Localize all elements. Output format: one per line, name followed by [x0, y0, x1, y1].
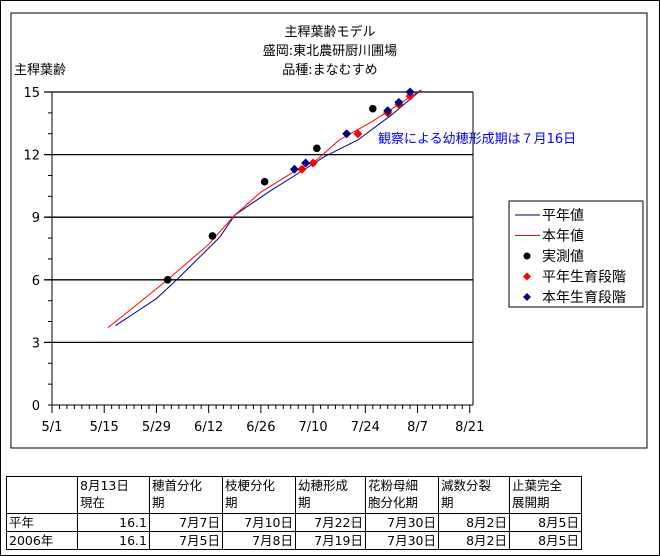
- header-line: 花粉母細: [368, 478, 419, 493]
- x-tick-label: 6/26: [246, 420, 275, 435]
- x-tick-label: 7/24: [351, 420, 380, 435]
- column-header: [6, 476, 78, 514]
- measured-point: [208, 232, 217, 240]
- table-cell: 7月8日: [222, 531, 296, 550]
- table-cell: 8月5日: [509, 531, 582, 550]
- legend-diamond-swatch: [523, 293, 531, 301]
- header-line: 期: [298, 495, 311, 510]
- stage-point: [353, 129, 363, 139]
- y-tick-label: 0: [32, 399, 40, 414]
- row-label: 平年: [6, 513, 78, 532]
- header-line: 期: [152, 495, 165, 510]
- column-header: 花粉母細 胞分化期: [365, 476, 439, 514]
- table-row: 平年 16.1 7月7日 7月10日 7月22日 7月30日 8月2日 8月5日: [6, 513, 582, 532]
- header-line: 期: [225, 495, 238, 510]
- table-cell: 7月30日: [365, 531, 439, 550]
- chart-title-1: 主稈葉齢モデル: [284, 24, 375, 40]
- table-cell: 7月7日: [149, 513, 223, 532]
- stage-point: [342, 129, 352, 139]
- header-line: 胞分化期: [368, 495, 419, 510]
- table-cell: 7月22日: [295, 513, 366, 532]
- table-cell: 7月5日: [149, 531, 223, 550]
- x-tick-label: 6/12: [194, 420, 223, 435]
- header-line: 枝梗分化: [225, 478, 276, 493]
- header-line: 減数分裂: [441, 478, 492, 493]
- growth-stage-table: 8月13日 現在 穂首分化期枝梗分化期幼穂形成期花粉母細 胞分化期 減数分裂期止葉完全展…: [6, 476, 582, 550]
- table-cell: 16.1: [77, 531, 150, 550]
- x-tick-label: 5/1: [42, 420, 63, 435]
- table-row: 2006年 16.1 7月5日 7月8日 7月19日 7月30日 8月2日 8月5日: [6, 531, 582, 550]
- table-cell: 8月5日: [509, 513, 582, 532]
- y-tick-label: 12: [23, 149, 40, 164]
- legend-label: 実測値: [542, 249, 584, 265]
- x-tick-label: 8/7: [407, 420, 428, 435]
- stage-point: [289, 164, 299, 174]
- y-tick-label: 6: [32, 274, 40, 289]
- header-line: 8月13日: [80, 478, 129, 493]
- header-line: 現在: [80, 495, 106, 510]
- legend-diamond-swatch: [523, 272, 531, 281]
- y-tick-label: 3: [32, 336, 40, 351]
- header-line: 穂首分化: [152, 478, 203, 493]
- stage-point: [394, 97, 404, 107]
- column-header: 8月13日現在: [77, 476, 150, 514]
- chart-title-3: 品種:まなむすめ: [282, 62, 377, 78]
- table-cell: 7月19日: [295, 531, 366, 550]
- header-line: 期: [441, 495, 454, 510]
- table-cell: 8月2日: [438, 531, 510, 550]
- legend-circle-swatch: [523, 252, 531, 260]
- legend-box: [508, 200, 644, 308]
- measured-point: [313, 144, 321, 153]
- table-cell: 7月10日: [222, 513, 296, 532]
- x-tick-label: 5/15: [90, 420, 119, 435]
- column-header: 穂首分化期: [149, 476, 223, 514]
- x-tick-label: 8/21: [455, 420, 484, 435]
- stage-point: [308, 158, 318, 168]
- measured-point: [260, 177, 269, 186]
- column-header: 枝梗分化期: [222, 476, 296, 514]
- chart-frame: [10, 12, 648, 449]
- x-tick-label: 7/10: [298, 420, 327, 435]
- stage-point: [297, 164, 307, 174]
- header-line: 展開期: [512, 495, 550, 510]
- series-line-current-year: [107, 89, 422, 329]
- x-tick-label: 5/29: [142, 420, 171, 435]
- stage-point: [383, 106, 393, 116]
- legend-label: 平年生育段階: [542, 270, 626, 286]
- header-line: 幼穂形成: [298, 478, 349, 493]
- series-line-normal-year: [115, 89, 422, 327]
- measured-point: [163, 276, 172, 284]
- annotation-text: 観察による幼穂形成期は７月16日: [378, 132, 576, 147]
- row-label: 2006年: [6, 531, 78, 550]
- table-cell: 7月30日: [365, 513, 439, 532]
- legend-label: 平年値: [542, 208, 584, 224]
- y-axis-label: 主稈葉齢: [14, 63, 66, 78]
- legend-label: 本年生育段階: [542, 290, 626, 306]
- legend-label: 本年値: [542, 229, 584, 245]
- column-header: 幼穂形成期: [295, 476, 366, 514]
- header-line: 止葉完全: [512, 478, 563, 493]
- y-tick-label: 15: [23, 86, 40, 101]
- y-tick-label: 9: [32, 211, 40, 226]
- chart-title-2: 盛岡:東北農研厨川圃場: [263, 43, 397, 59]
- measured-point: [368, 104, 377, 113]
- table-cell: 8月2日: [438, 513, 510, 532]
- stage-point: [301, 158, 311, 168]
- column-header: 止葉完全 展開期: [509, 476, 582, 514]
- stage-point: [405, 87, 415, 97]
- table-cell: 16.1: [77, 513, 150, 532]
- column-header: 減数分裂期: [438, 476, 510, 514]
